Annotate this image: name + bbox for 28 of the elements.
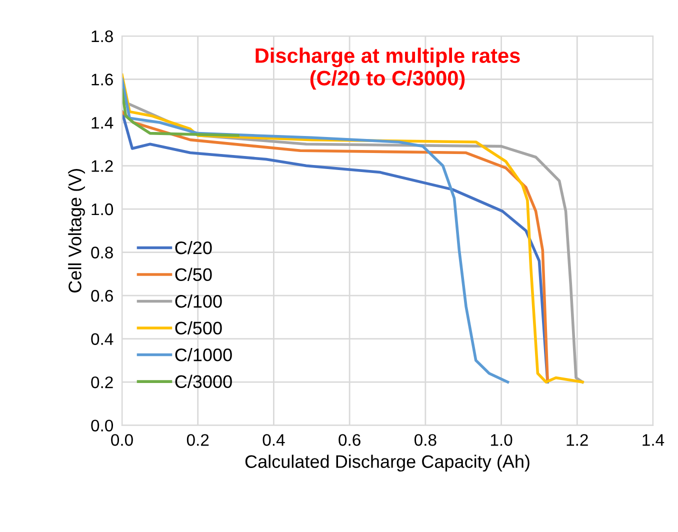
y-tick-label: 1.8 (92, 30, 113, 42)
line-series (122, 88, 240, 137)
x-tick-label: 1.4 (642, 434, 664, 446)
y-tick-label: 0.4 (91, 333, 114, 345)
y-tick-label: 1.4 (92, 117, 114, 129)
legend-label: C/3000 (175, 374, 232, 388)
y-tick-label: 0.6 (91, 290, 113, 302)
y-axis-title: Cell Voltage (V) (68, 169, 85, 292)
x-tick-label: 1.0 (490, 434, 512, 446)
y-tick-label: 1.0 (92, 203, 114, 216)
text: Discharge at multiple rates (C/20 to C/3000) (256, 48, 520, 90)
legend-label: C/500 (175, 321, 222, 335)
x-tick-label: 1.2 (566, 434, 588, 446)
x-tick-label: 0.8 (414, 434, 436, 446)
x-tick-label: 0.4 (262, 434, 285, 446)
x-axis-title: Calculated Discharge Capacity (Ah) (245, 454, 530, 472)
legend-label: C/100 (175, 294, 222, 308)
y-tick-label: 1.6 (92, 74, 113, 86)
legend-label: C/50 (175, 268, 212, 281)
x-tick-label: 0.6 (338, 434, 360, 446)
x-tick-label: 0.2 (186, 434, 209, 446)
legend-label: C/20 (175, 240, 212, 254)
y-tick-label: 0.0 (91, 420, 114, 432)
y-tick-label: 0.2 (91, 376, 113, 388)
y-tick-label: 0.8 (91, 246, 113, 258)
y-tick-label: 1.2 (92, 160, 113, 172)
legend-label: C/1000 (175, 348, 232, 362)
x-tick-label: 0.0 (111, 434, 133, 446)
